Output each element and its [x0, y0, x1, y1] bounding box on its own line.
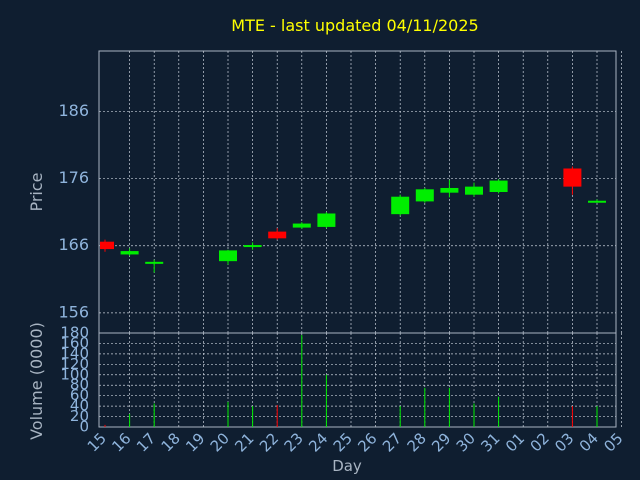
x-axis-label: Day: [332, 457, 362, 475]
price-tick-label: 166: [58, 235, 89, 254]
candle-body: [292, 223, 311, 228]
volume-grid: [99, 333, 622, 427]
candle-body: [120, 251, 139, 255]
candle: [317, 212, 336, 229]
volume-bars: [104, 335, 598, 427]
candle: [391, 194, 410, 216]
candle: [588, 199, 606, 203]
x-tick-label: 02: [527, 429, 553, 455]
price-axis-label: Price: [27, 172, 46, 211]
x-tick-label: 29: [428, 429, 454, 455]
candle-body: [145, 261, 164, 264]
candle: [145, 259, 164, 273]
volume-plot-frame: [98, 332, 617, 428]
price-panel: 156 166 176 186 Price: [27, 50, 622, 334]
candle: [440, 179, 459, 198]
x-tick-label: 05: [600, 429, 626, 455]
x-tick-label: 31: [477, 429, 503, 455]
volume-tick-label: 80: [70, 376, 89, 394]
candle: [465, 182, 483, 197]
candle: [292, 222, 311, 229]
candle-body: [489, 180, 508, 192]
x-tick-label: 24: [305, 429, 331, 455]
volume-tick-label: 60: [70, 386, 89, 404]
price-tick-label: 156: [58, 302, 89, 321]
x-tick-label: 21: [231, 429, 257, 455]
volume-tick-label: 0: [79, 418, 89, 436]
x-tick-label: 27: [379, 429, 405, 455]
x-tick-label: 19: [182, 429, 208, 455]
candle-body: [415, 189, 434, 202]
candle-body: [317, 213, 336, 227]
candle-body: [219, 250, 237, 262]
candle-body: [465, 186, 483, 195]
candle-body: [440, 187, 459, 193]
x-tick-label: 20: [207, 429, 233, 455]
candle: [489, 179, 508, 194]
candle: [120, 248, 139, 256]
volume-tick-label: 100: [60, 365, 89, 383]
x-tick-label: 30: [453, 429, 479, 455]
volume-tick-label: 180: [60, 324, 89, 342]
volume-tick-label: 40: [70, 397, 89, 415]
x-tick-label: 04: [576, 429, 602, 455]
candle-body: [563, 168, 582, 187]
price-tick-label: 186: [58, 101, 89, 120]
x-tick-label: 26: [354, 429, 380, 455]
volume-axis-label: Volume (0000): [27, 322, 46, 440]
candle: [268, 228, 287, 240]
volume-tick-label: 160: [60, 334, 89, 352]
candle-body: [391, 196, 410, 215]
volume-tick-label: 20: [70, 407, 89, 425]
x-tick-label: 17: [133, 429, 159, 455]
x-tick-label: 25: [330, 429, 356, 455]
candle: [219, 249, 237, 265]
x-tick-label: 18: [158, 429, 184, 455]
x-tick-label: 01: [502, 429, 528, 455]
price-tick-label: 176: [58, 168, 89, 187]
price-plot-frame: [98, 50, 617, 334]
candle: [415, 187, 434, 203]
candles: [100, 166, 606, 273]
volume-tick-label: 120: [60, 355, 89, 373]
candle-body: [268, 231, 287, 239]
x-tick-label: 16: [108, 429, 134, 455]
chart-title: MTE - last updated 04/11/2025: [231, 16, 478, 35]
candle-body: [100, 241, 114, 250]
x-tick-label: 23: [281, 429, 307, 455]
x-tick-label: 03: [551, 429, 577, 455]
price-grid: [99, 51, 622, 333]
x-tick-label: 22: [256, 429, 282, 455]
candle: [563, 166, 582, 195]
candle-body: [243, 245, 262, 248]
candle-body: [588, 200, 606, 203]
x-tick-labels: 1516171819202122232425262728293031010203…: [84, 429, 627, 455]
candle: [100, 239, 114, 252]
volume-tick-label: 140: [60, 344, 89, 362]
price-y-ticks: 156 166 176 186: [58, 101, 89, 321]
x-tick-label: 28: [404, 429, 430, 455]
candle: [243, 242, 262, 250]
